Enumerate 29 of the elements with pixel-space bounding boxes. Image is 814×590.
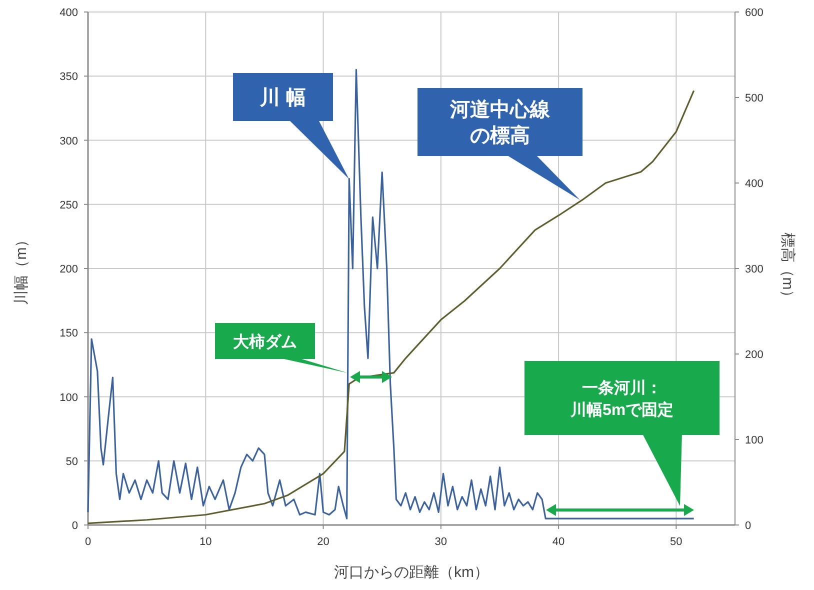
x-tick-label: 30 [434,536,448,548]
x-tick-label: 10 [200,536,212,548]
x-tick-label: 0 [84,536,92,548]
y-tick-label: 50 [66,456,78,468]
y-tick-label: 300 [60,135,78,148]
y2-tick-label: 300 [745,264,764,276]
y2-tick-label: 0 [745,520,752,532]
x-axis-title: 河口からの距離（km） [334,564,489,581]
x-tick-label: 20 [317,536,330,548]
y2-tick-label: 100 [745,434,764,446]
y-axis-title: 川幅（m） [13,232,30,305]
annotation: 大柿ダム [233,332,297,351]
y-tick-label: 250 [60,199,78,212]
y-tick-label: 150 [60,328,78,340]
annotation: 河道中心線の標高 [449,98,551,148]
y2-tick-label: 500 [745,92,764,104]
y2-tick-label: 400 [745,178,764,190]
x-tick-label: 40 [552,536,565,548]
x-tick-label: 50 [670,536,682,548]
y-tick-label: 100 [60,392,78,404]
y2-tick-label: 600 [745,7,764,19]
annotation: 川 幅 [259,87,306,110]
y-tick-label: 200 [60,264,78,276]
y-tick-label: 400 [60,7,78,19]
y2-axis-title: 標高（m） [779,232,796,305]
y2-tick-label: 200 [745,349,764,361]
y-tick-label: 0 [72,520,78,532]
annotation: 一条河川：川幅5mで固定 [569,378,674,419]
y-tick-label: 350 [60,71,78,84]
